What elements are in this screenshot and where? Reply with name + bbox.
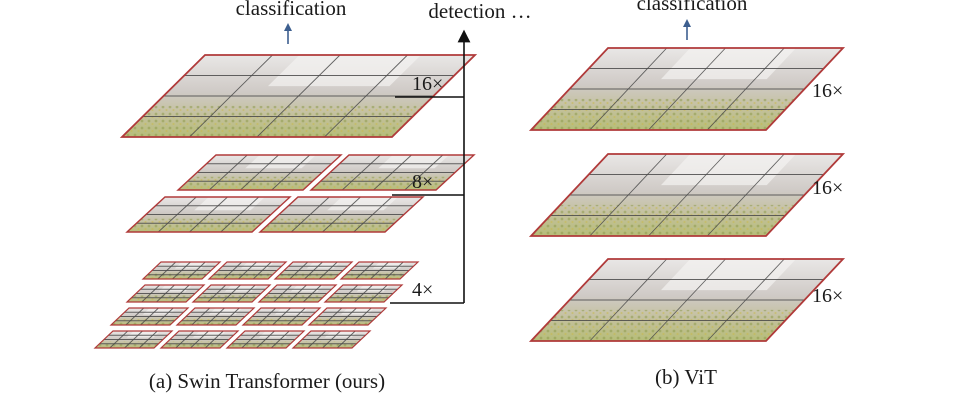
swin-4x-window	[159, 330, 240, 349]
vit-patch-grid	[528, 47, 846, 131]
vit-classification-label: classification	[637, 0, 748, 15]
swin-4x-window	[109, 307, 190, 326]
swin-8x-feature-map	[125, 154, 476, 233]
swin-4x-window	[323, 284, 404, 303]
swin-4x-window	[291, 330, 372, 349]
swin-scale-16x: 16×	[412, 73, 443, 95]
swin-4x-window	[307, 307, 388, 326]
swin-16x-feature-map	[119, 54, 478, 138]
swin-4x-window	[191, 284, 272, 303]
vit-feature-map-2	[528, 153, 846, 237]
swin-4x-window	[207, 261, 288, 280]
swin-caption: (a) Swin Transformer (ours)	[149, 369, 385, 393]
vit-panel: classification 16× 16× 16× (b) ViT	[528, 0, 846, 389]
swin-4x-window	[241, 307, 322, 326]
swin-16x-window	[119, 54, 478, 138]
vit-up-arrow	[683, 19, 691, 40]
swin-4x-window	[257, 284, 338, 303]
swin-8x-window	[125, 196, 292, 233]
vit-feature-map-1	[528, 47, 846, 131]
vit-patch-grid	[528, 153, 846, 237]
swin-scale-8x: 8×	[412, 171, 433, 193]
vit-scale-3: 16×	[812, 285, 843, 307]
swin-4x-window	[93, 330, 174, 349]
swin-8x-window	[258, 196, 425, 233]
swin-up-arrow	[284, 23, 292, 44]
swin-4x-window	[225, 330, 306, 349]
swin-classification-label: classification	[236, 0, 347, 20]
vit-scale-1: 16×	[812, 80, 843, 102]
swin-8x-window	[309, 154, 476, 191]
swin-4x-window	[339, 261, 420, 280]
swin-8x-window	[176, 154, 343, 191]
detection-label: detection …	[428, 0, 531, 23]
vit-feature-map-3	[528, 258, 846, 342]
vit-scale-2: 16×	[812, 177, 843, 199]
swin-4x-window	[175, 307, 256, 326]
swin-connectors	[390, 29, 471, 304]
vit-caption: (b) ViT	[655, 365, 717, 389]
swin-scale-4x: 4×	[412, 279, 433, 301]
swin-panel: classification 16× 8× 4× detection … (a) Swin…	[93, 0, 532, 393]
vit-patch-grid	[528, 258, 846, 342]
swin-4x-window	[125, 284, 206, 303]
swin-4x-window	[141, 261, 222, 280]
swin-4x-window	[273, 261, 354, 280]
swin-4x-feature-map	[93, 261, 420, 349]
